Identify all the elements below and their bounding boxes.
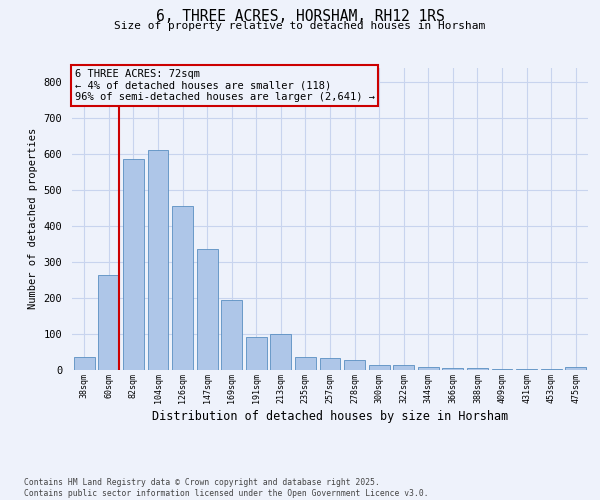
Y-axis label: Number of detached properties: Number of detached properties [28, 128, 38, 310]
Bar [221, 300, 242, 370]
Bar [368, 365, 389, 370]
Bar [565, 367, 586, 370]
Text: Contains HM Land Registry data © Crown copyright and database right 2025.
Contai: Contains HM Land Registry data © Crown c… [24, 478, 428, 498]
Bar [246, 336, 267, 370]
Bar [320, 358, 340, 370]
Bar [98, 274, 119, 370]
X-axis label: Distribution of detached houses by size in Horsham: Distribution of detached houses by size … [152, 410, 508, 422]
Text: 6 THREE ACRES: 72sqm
← 4% of detached houses are smaller (118)
96% of semi-detac: 6 THREE ACRES: 72sqm ← 4% of detached ho… [74, 69, 374, 102]
Bar [148, 150, 169, 370]
Bar [123, 160, 144, 370]
Bar [295, 358, 316, 370]
Bar [74, 358, 95, 370]
Bar [344, 360, 365, 370]
Bar [467, 368, 488, 370]
Text: 6, THREE ACRES, HORSHAM, RH12 1RS: 6, THREE ACRES, HORSHAM, RH12 1RS [155, 9, 445, 24]
Bar [197, 250, 218, 370]
Bar [418, 367, 439, 370]
Bar [516, 369, 537, 370]
Bar [442, 368, 463, 370]
Bar [393, 365, 414, 370]
Bar [271, 334, 292, 370]
Text: Size of property relative to detached houses in Horsham: Size of property relative to detached ho… [115, 21, 485, 31]
Bar [172, 206, 193, 370]
Bar [541, 369, 562, 370]
Bar [491, 369, 512, 370]
